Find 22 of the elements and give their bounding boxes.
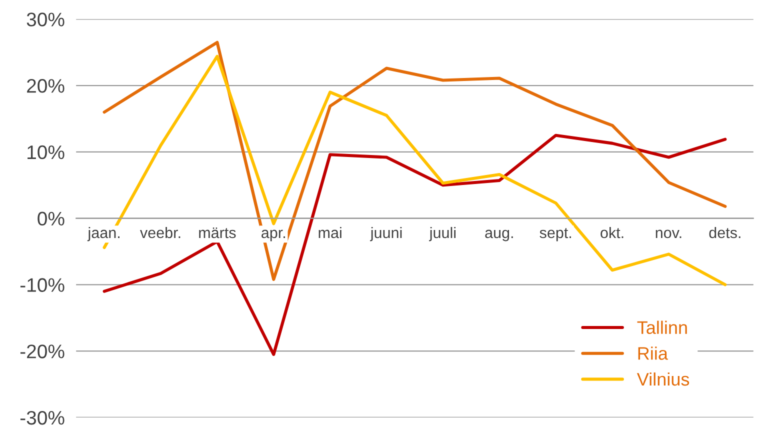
x-tick-label: veebr. [140,226,180,238]
x-tick-label: sept. [540,228,572,242]
x-tick-label: apr. [262,230,285,242]
x-tick-label: juuni [370,226,402,242]
y-tick-label: 10% [28,145,64,160]
y-tick-label: 0% [38,212,64,226]
x-tick-label: jaan. [87,226,120,242]
x-tick-label: mai [318,226,342,238]
x-tick-label: dets. [709,226,740,238]
x-tick-label: märts [199,228,236,238]
x-tick-label: juuli [429,226,456,242]
x-tick-label: aug. [485,230,513,242]
legend-label: Vilnius [636,372,690,386]
legend-label: Riia [638,346,668,360]
legend-label: Tallinn [637,320,687,334]
x-tick-label: nov. [656,230,682,238]
y-tick-label: 20% [27,79,64,93]
y-tick-label: -30% [20,410,64,425]
y-tick-label: 30% [26,12,64,26]
x-tick-label: okt. [600,226,624,238]
y-tick-label: -10% [20,278,64,292]
y-tick-label: -20% [20,344,64,358]
